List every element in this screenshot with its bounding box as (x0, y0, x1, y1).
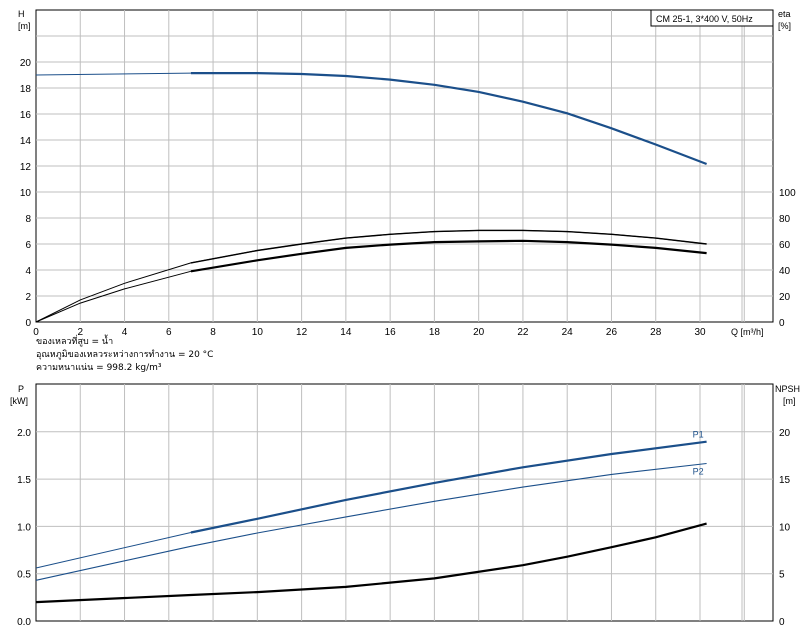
h-curve (190, 72, 707, 166)
x-tick-label: 14 (340, 327, 352, 338)
p-tick-label: 1.0 (17, 522, 31, 533)
x-tick-label: 22 (517, 327, 529, 338)
p2-label: P2 (693, 466, 704, 476)
h-tick-label: 2 (25, 292, 31, 303)
eta-tick-label: 100 (779, 188, 796, 199)
npsh-curve (35, 522, 707, 604)
h-tick-label: 8 (25, 214, 31, 225)
npsh-axis-unit: [m] (783, 396, 796, 406)
h-axis-title: H (18, 9, 25, 19)
h-tick-label: 12 (20, 162, 32, 173)
h-curve-extension (35, 72, 191, 76)
npsh-tick-label: 10 (779, 522, 791, 533)
eta-axis-unit: [%] (778, 21, 791, 31)
npsh-axis-title: NPSH (775, 384, 800, 394)
p1-curve-extension (35, 532, 192, 569)
bottom-plot-frame (35, 383, 774, 622)
p-tick-label: 0.0 (17, 617, 31, 628)
p2-curve (35, 462, 707, 581)
h-tick-label: 0 (25, 318, 31, 329)
x-tick-label: 2 (77, 327, 83, 338)
pump-title: CM 25-1, 3*400 V, 50Hz (656, 14, 753, 24)
x-tick-label: 28 (650, 327, 662, 338)
h-tick-label: 4 (25, 266, 31, 277)
p-tick-label: 2.0 (17, 428, 31, 439)
eta-curve-lower-extension (35, 270, 192, 323)
h-tick-label: 18 (20, 84, 32, 95)
npsh-tick-label: 0 (779, 617, 785, 628)
eta-axis-title: eta (778, 9, 791, 19)
fluid-note-2: อุณหภูมิของเหลวระหว่างการทำงาน = 20 °C (36, 350, 214, 360)
pump-title-box (650, 9, 774, 27)
eta-tick-label: 20 (779, 292, 791, 303)
p-tick-label: 1.5 (17, 475, 31, 486)
eta-tick-label: 80 (779, 214, 791, 225)
p-axis-unit: [kW] (10, 396, 28, 406)
npsh-tick-label: 20 (779, 428, 791, 439)
x-tick-label: 16 (385, 327, 397, 338)
h-tick-label: 10 (20, 188, 32, 199)
npsh-tick-label: 5 (779, 570, 785, 581)
x-tick-label: 20 (473, 327, 485, 338)
h-tick-label: 16 (20, 110, 32, 121)
h-tick-label: 14 (20, 136, 32, 147)
x-tick-label: 26 (606, 327, 618, 338)
eta-curve-upper-range (190, 229, 707, 264)
x-tick-label: 24 (562, 327, 574, 338)
x-tick-label: 6 (166, 327, 172, 338)
fluid-note-3: ความหนาแน่น = 998.2 kg/m³ (36, 363, 162, 373)
h-axis-unit: [m] (18, 21, 31, 31)
x-tick-label: 8 (210, 327, 216, 338)
x-tick-label: 10 (252, 327, 264, 338)
h-tick-label: 6 (25, 240, 31, 251)
eta-tick-label: 0 (779, 318, 785, 329)
p-axis-title: P (18, 384, 24, 394)
x-axis-label: Q [m³/h] (731, 327, 764, 337)
p-tick-label: 0.5 (17, 570, 31, 581)
eta-curve-lower (190, 239, 707, 273)
x-tick-label: 4 (122, 327, 128, 338)
p1-label: P1 (693, 430, 704, 440)
fluid-note-1: ของเหลวที่สูบ = น้ำ (36, 337, 114, 347)
x-tick-label: 30 (694, 327, 706, 338)
h-tick-label: 20 (20, 58, 32, 69)
p1-curve (190, 440, 707, 534)
x-tick-label: 0 (33, 327, 39, 338)
x-tick-label: 18 (429, 327, 441, 338)
npsh-tick-label: 15 (779, 475, 791, 486)
x-tick-label: 12 (296, 327, 308, 338)
eta-tick-label: 60 (779, 240, 791, 251)
eta-tick-label: 40 (779, 266, 791, 277)
